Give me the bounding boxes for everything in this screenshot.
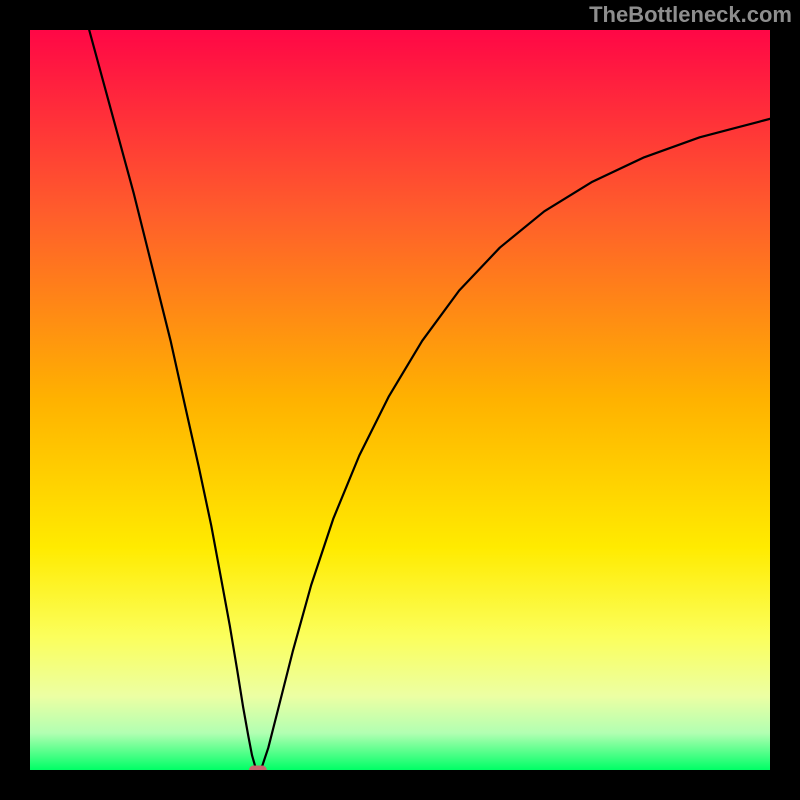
chart-container: TheBottleneck.com bbox=[0, 0, 800, 800]
curve-svg bbox=[30, 30, 770, 770]
bottleneck-curve bbox=[89, 30, 770, 770]
plot-area bbox=[30, 30, 770, 770]
optimal-point-marker bbox=[249, 766, 267, 770]
watermark-text: TheBottleneck.com bbox=[589, 2, 792, 28]
